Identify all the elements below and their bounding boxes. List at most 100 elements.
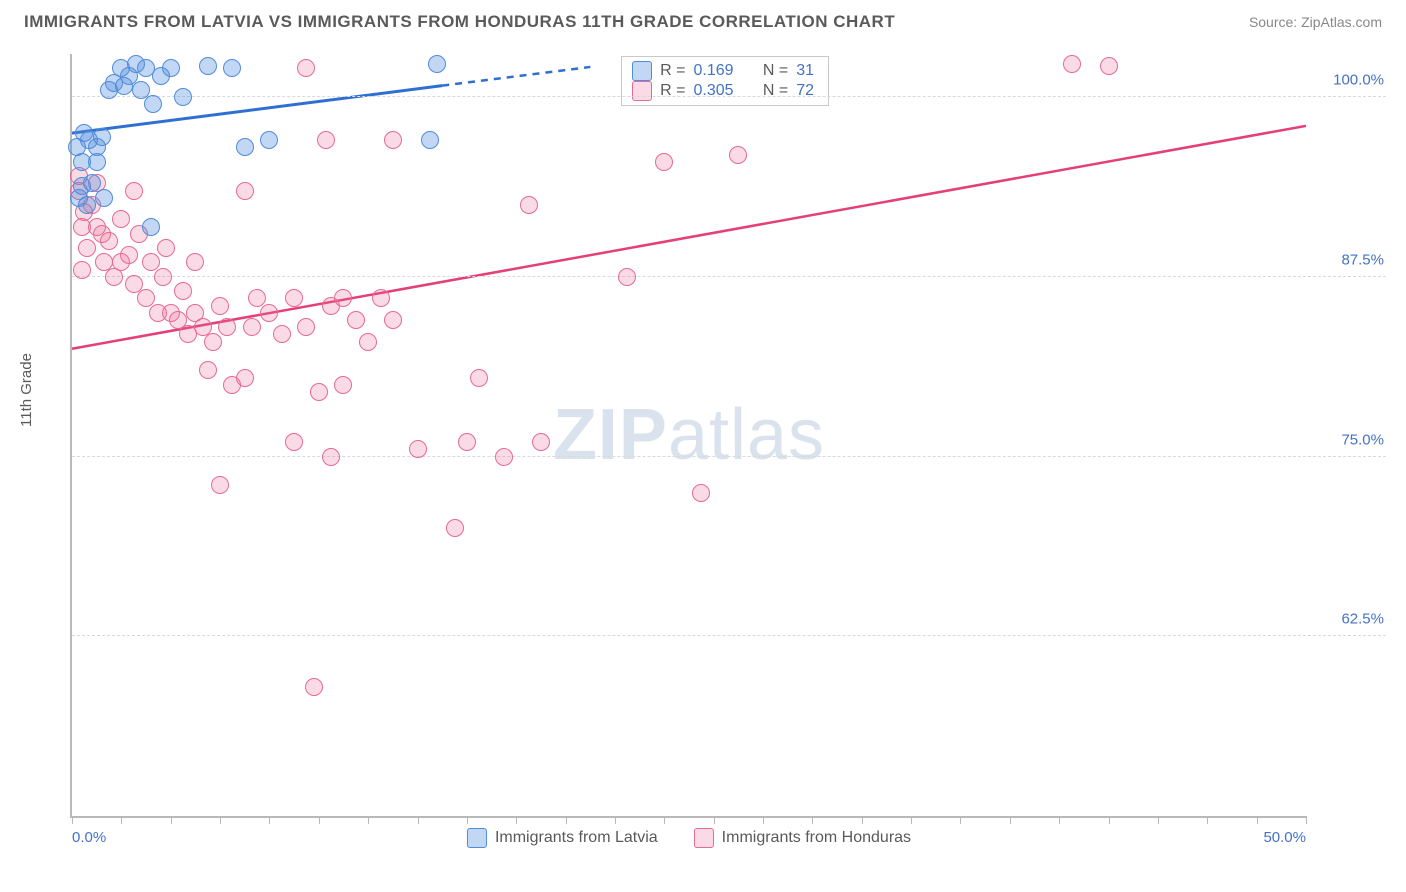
- data-point-pink: [186, 253, 204, 271]
- data-point-pink: [359, 333, 377, 351]
- data-point-pink: [236, 182, 254, 200]
- data-point-blue: [260, 131, 278, 149]
- stats-legend: R = 0.169 N = 31R = 0.305 N = 72: [621, 56, 829, 106]
- y-tick-label: 100.0%: [1333, 72, 1384, 89]
- data-point-pink: [692, 484, 710, 502]
- data-point-pink: [458, 433, 476, 451]
- data-point-pink: [532, 433, 550, 451]
- x-tick: [1109, 816, 1110, 824]
- legend-r-label: R =: [660, 62, 685, 80]
- x-tick-label: 50.0%: [1263, 829, 1306, 846]
- data-point-pink: [78, 239, 96, 257]
- x-tick: [862, 816, 863, 824]
- legend-swatch: [632, 61, 652, 81]
- data-point-pink: [211, 297, 229, 315]
- gridline: [72, 635, 1386, 636]
- data-point-blue: [421, 131, 439, 149]
- data-point-blue: [88, 153, 106, 171]
- data-point-pink: [495, 448, 513, 466]
- x-tick: [566, 816, 567, 824]
- data-point-pink: [260, 304, 278, 322]
- source-label: Source: ZipAtlas.com: [1249, 14, 1382, 30]
- x-tick: [269, 816, 270, 824]
- gridline: [72, 456, 1386, 457]
- legend-r-value: 0.305: [693, 82, 733, 100]
- trend-line: [72, 126, 1306, 349]
- data-point-pink: [204, 333, 222, 351]
- x-tick: [1257, 816, 1258, 824]
- x-tick: [615, 816, 616, 824]
- x-tick: [812, 816, 813, 824]
- x-tick: [72, 816, 73, 824]
- chart-container: 11th Grade ZIPatlas R = 0.169 N = 31R = …: [24, 46, 1386, 868]
- x-tick: [121, 816, 122, 824]
- data-point-blue: [70, 189, 88, 207]
- data-point-pink: [199, 361, 217, 379]
- y-axis-label: 11th Grade: [18, 353, 35, 427]
- data-point-pink: [125, 182, 143, 200]
- legend-r-value: 0.169: [693, 62, 733, 80]
- data-point-pink: [154, 268, 172, 286]
- x-tick: [763, 816, 764, 824]
- data-point-pink: [384, 311, 402, 329]
- x-tick: [319, 816, 320, 824]
- data-point-blue: [142, 218, 160, 236]
- data-point-pink: [120, 246, 138, 264]
- data-point-pink: [218, 318, 236, 336]
- legend-n-value: 31: [796, 62, 814, 80]
- x-tick: [664, 816, 665, 824]
- data-point-pink: [384, 131, 402, 149]
- y-tick-label: 75.0%: [1341, 431, 1384, 448]
- plot-area: ZIPatlas R = 0.169 N = 31R = 0.305 N = 7…: [70, 54, 1306, 818]
- x-tick: [220, 816, 221, 824]
- series-legend-item: Immigrants from Honduras: [694, 828, 911, 848]
- data-point-blue: [162, 59, 180, 77]
- data-point-pink: [322, 448, 340, 466]
- y-tick-label: 87.5%: [1341, 251, 1384, 268]
- x-tick: [171, 816, 172, 824]
- data-point-pink: [1063, 55, 1081, 73]
- title-bar: IMMIGRANTS FROM LATVIA VS IMMIGRANTS FRO…: [0, 0, 1406, 40]
- data-point-pink: [409, 440, 427, 458]
- data-point-blue: [144, 95, 162, 113]
- x-tick: [960, 816, 961, 824]
- data-point-pink: [297, 59, 315, 77]
- data-point-pink: [310, 383, 328, 401]
- legend-n-value: 72: [796, 82, 814, 100]
- data-point-pink: [285, 289, 303, 307]
- x-tick: [368, 816, 369, 824]
- data-point-pink: [157, 239, 175, 257]
- chart-title: IMMIGRANTS FROM LATVIA VS IMMIGRANTS FRO…: [24, 12, 895, 32]
- data-point-pink: [618, 268, 636, 286]
- data-point-pink: [285, 433, 303, 451]
- x-tick: [1306, 816, 1307, 824]
- data-point-pink: [73, 261, 91, 279]
- data-point-pink: [305, 678, 323, 696]
- stats-legend-row: R = 0.169 N = 31: [632, 61, 814, 81]
- data-point-blue: [93, 128, 111, 146]
- x-tick: [1158, 816, 1159, 824]
- data-point-pink: [1100, 57, 1118, 75]
- gridline: [72, 276, 1386, 277]
- data-point-pink: [236, 369, 254, 387]
- data-point-pink: [347, 311, 365, 329]
- series-legend: Immigrants from Latvia Immigrants from Ho…: [467, 828, 911, 848]
- x-tick-label: 0.0%: [72, 829, 106, 846]
- y-tick-label: 62.5%: [1341, 611, 1384, 628]
- data-point-pink: [655, 153, 673, 171]
- series-legend-item: Immigrants from Latvia: [467, 828, 658, 848]
- data-point-pink: [470, 369, 488, 387]
- x-tick: [418, 816, 419, 824]
- trend-line: [442, 67, 590, 86]
- data-point-blue: [236, 138, 254, 156]
- x-tick: [467, 816, 468, 824]
- legend-n-label: N =: [763, 82, 788, 100]
- data-point-pink: [174, 282, 192, 300]
- data-point-blue: [174, 88, 192, 106]
- x-tick: [1059, 816, 1060, 824]
- x-tick: [1010, 816, 1011, 824]
- stats-legend-row: R = 0.305 N = 72: [632, 81, 814, 101]
- data-point-pink: [297, 318, 315, 336]
- data-point-pink: [273, 325, 291, 343]
- x-tick: [1207, 816, 1208, 824]
